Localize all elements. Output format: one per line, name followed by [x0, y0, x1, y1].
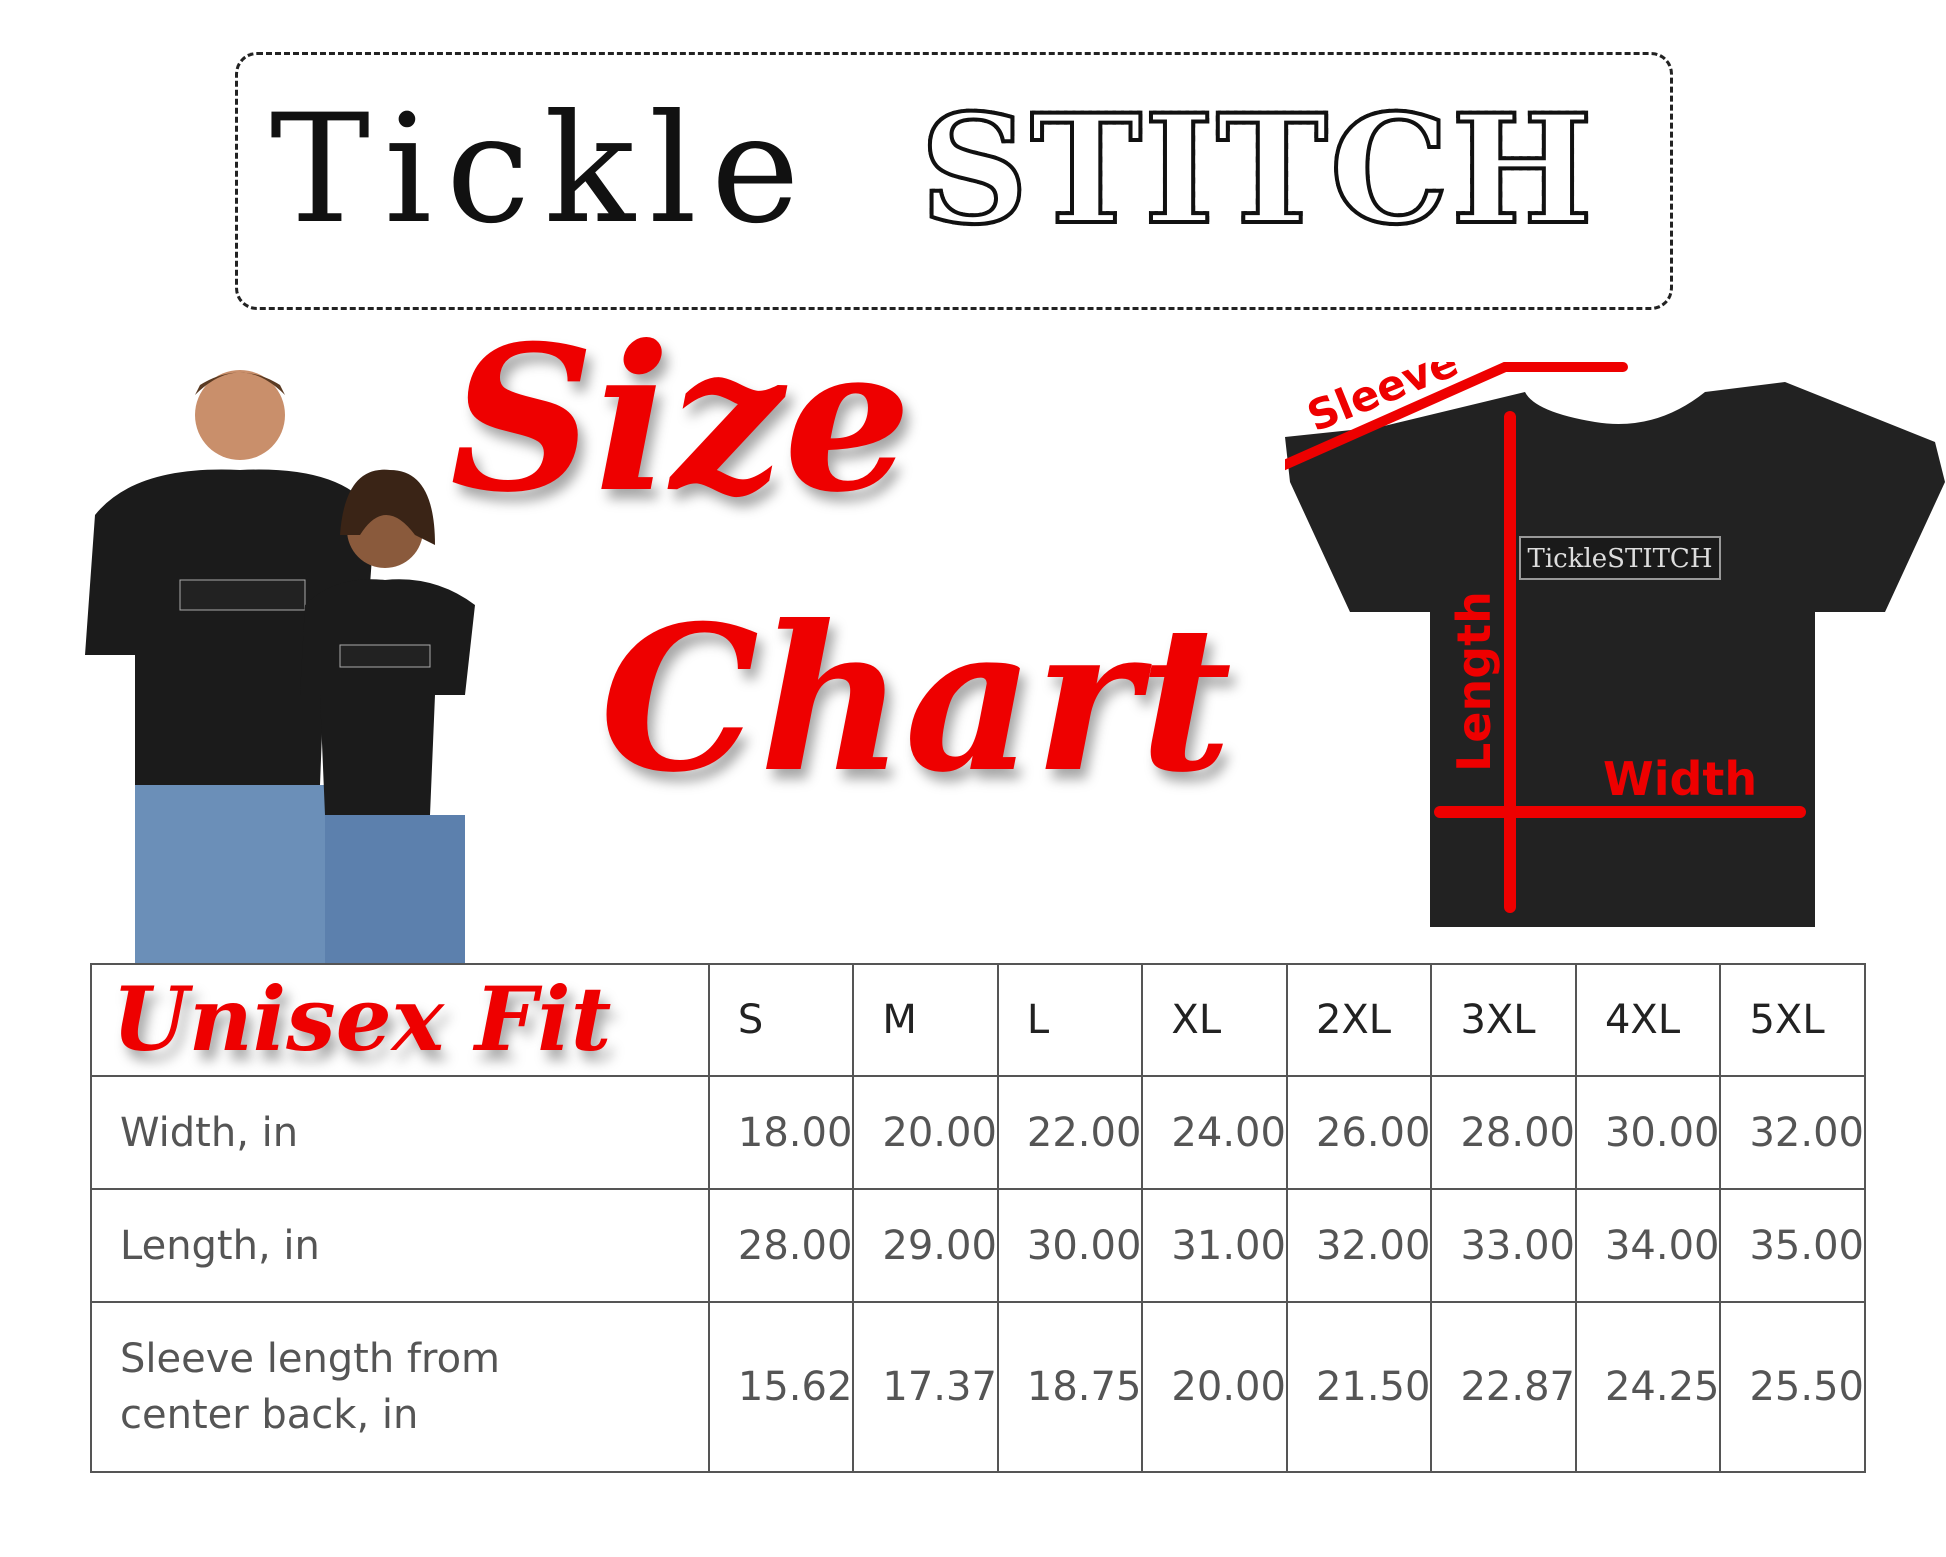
cell: 18.75: [996, 1301, 1144, 1473]
cell: 30.00: [1574, 1075, 1722, 1190]
row-label: Sleeve length from center back, in: [90, 1301, 710, 1473]
row-label: Length, in: [90, 1188, 710, 1303]
unisex-fit-label: Unisex Fit: [112, 967, 612, 1071]
cell: 26.00: [1285, 1075, 1433, 1190]
cell: 17.37: [852, 1301, 999, 1473]
table-row: Length, in 28.00 29.00 30.00 31.00 32.00…: [90, 1188, 1866, 1303]
models-photo: [85, 370, 475, 965]
size-header: 5XL: [1719, 963, 1866, 1077]
cell: 31.00: [1141, 1188, 1288, 1303]
cell: 34.00: [1574, 1188, 1722, 1303]
length-label: Length: [1447, 591, 1501, 772]
table-row: Width, in 18.00 20.00 22.00 24.00 26.00 …: [90, 1075, 1866, 1190]
cell: 28.00: [1430, 1075, 1577, 1190]
table-row: Sleeve length from center back, in 15.62…: [90, 1301, 1866, 1473]
cell: 15.62: [707, 1301, 855, 1473]
cell: 28.00: [707, 1188, 855, 1303]
chart-heading: Chart: [600, 582, 1232, 817]
size-header: 4XL: [1574, 963, 1722, 1077]
cell: 24.25: [1574, 1301, 1722, 1473]
width-label: Width: [1603, 752, 1757, 806]
header-corner: [90, 963, 710, 1077]
cell: 25.50: [1719, 1301, 1866, 1473]
cell: 32.00: [1285, 1188, 1433, 1303]
table-header-row: S M L XL 2XL 3XL 4XL 5XL: [90, 963, 1866, 1077]
size-header: S: [707, 963, 855, 1077]
logo-stitch: STITCH: [918, 82, 1595, 258]
cell: 22.00: [996, 1075, 1144, 1190]
row-label: Width, in: [90, 1075, 710, 1190]
size-header: XL: [1141, 963, 1288, 1077]
cell: 22.87: [1430, 1301, 1577, 1473]
size-header: 3XL: [1430, 963, 1577, 1077]
size-header: 2XL: [1285, 963, 1433, 1077]
cell: 24.00: [1141, 1075, 1288, 1190]
logo-dashed-frame: [235, 52, 1673, 310]
cell: 29.00: [852, 1188, 999, 1303]
shirt-logo-text: TickleSTITCH: [1527, 544, 1712, 574]
cell: 33.00: [1430, 1188, 1577, 1303]
cell: 20.00: [852, 1075, 999, 1190]
size-header: L: [996, 963, 1144, 1077]
size-heading: Size: [450, 302, 912, 537]
size-header: M: [852, 963, 999, 1077]
size-table: S M L XL 2XL 3XL 4XL 5XL Width, in 18.00…: [90, 963, 1866, 1473]
cell: 18.00: [707, 1075, 855, 1190]
logo-tickle: Tickle: [270, 83, 814, 257]
tshirt-diagram: TickleSTITCH Sleeve Length Width: [1285, 362, 1945, 927]
cell: 32.00: [1719, 1075, 1866, 1190]
cell: 21.50: [1285, 1301, 1433, 1473]
cell: 35.00: [1719, 1188, 1866, 1303]
cell: 30.00: [996, 1188, 1144, 1303]
cell: 20.00: [1141, 1301, 1288, 1473]
